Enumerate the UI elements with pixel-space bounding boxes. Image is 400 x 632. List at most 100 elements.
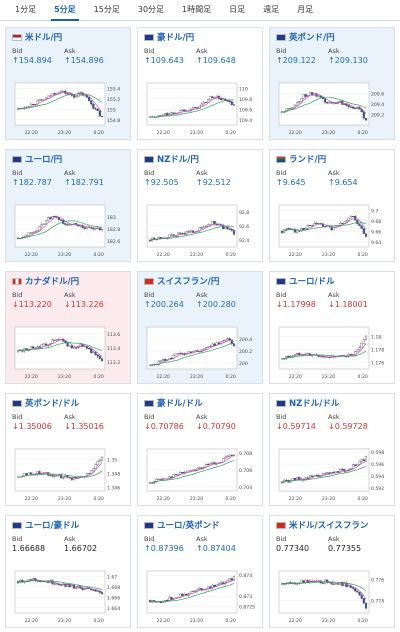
x-tick-label: 0:20 (226, 374, 236, 380)
bid-ask-values: ↑200.264 ↑200.280 (144, 299, 256, 310)
rate-card-2[interactable]: 英ポンド/円 Bid Ask ↑209.122 ↑209.130 209.6 209.4 20… (269, 27, 395, 140)
mini-chart[interactable]: 110 109.8 109.6 109.4 22:20 23:20 0:20 (145, 80, 257, 137)
flag-icon (276, 33, 286, 41)
mini-chart[interactable]: 183 182.8 182.6 22:20 23:20 0:20 (13, 202, 125, 259)
rate-card-1[interactable]: 豪ドル/円 Bid Ask ↑109.643 ↑109.648 110 109.8 109.6… (137, 27, 263, 140)
rate-card-13[interactable]: ユーロ/英ポンド Bid Ask ↑0.87396 ↑0.87404 0.874 0.873… (137, 515, 263, 628)
candle-body (100, 358, 104, 361)
rate-card-0[interactable]: 米ドル/円 Bid Ask ↑154.894 ↑154.896 155.4 155.2 155… (5, 27, 131, 140)
mini-chart[interactable]: 0.598 0.596 0.594 0.592 22:20 23:20 0:20 (277, 446, 389, 503)
ma-short-line (17, 91, 103, 113)
tab-7[interactable]: 月足 (297, 5, 314, 14)
rate-card-4[interactable]: NZドル/円 Bid Ask ↑92.505 ↑92.512 92.8 92.6 92.4 22… (137, 149, 263, 262)
mini-chart[interactable]: 9.7 9.68 9.66 9.64 22:20 23:20 0:20 (277, 202, 389, 259)
candle-body (213, 462, 216, 465)
currency-pair-name[interactable]: ランド/円 (289, 155, 327, 165)
currency-pair-name[interactable]: 豪ドル/円 (157, 33, 195, 43)
currency-pair-name[interactable]: ユーロ/ドル (289, 277, 335, 287)
candle-body (75, 347, 78, 349)
currency-pair-name[interactable]: ユーロ/英ポンド (157, 521, 220, 531)
candle-body (66, 93, 69, 95)
candle-body (88, 473, 91, 475)
y-tick-label: 183 (107, 215, 116, 221)
mini-chart[interactable]: 92.8 92.6 92.4 22:20 23:20 0:20 (145, 202, 257, 259)
candle-body (200, 467, 203, 469)
mini-chart[interactable]: 1.35 1.348 1.346 22:20 23:20 0:20 (13, 446, 125, 503)
tab-2[interactable]: 15分足 (93, 5, 120, 14)
bid-label: Bid (12, 169, 23, 177)
candle-body (358, 592, 361, 596)
mini-chart[interactable]: 209.6 209.4 209.2 22:20 23:20 0:20 (277, 80, 389, 137)
ask-label: Ask (196, 169, 208, 177)
currency-pair-name[interactable]: 英ポンド/ドル (25, 399, 80, 409)
candle-body (53, 475, 56, 477)
mini-chart[interactable]: 113.6 113.4 113.2 22:20 23:20 0:20 (13, 324, 125, 381)
candle-body (364, 602, 368, 609)
y-tick-label: 209.6 (371, 92, 384, 98)
candle-body (51, 216, 54, 220)
candle-body (44, 220, 48, 225)
mini-chart[interactable]: 1.67 1.668 1.666 1.664 22:20 23:20 0:20 (13, 568, 125, 625)
mini-chart[interactable]: 155.4 155.2 155 154.8 22:20 23:20 0:20 (13, 80, 125, 137)
bid-ask-values: ↓1.35006 ↓1.35016 (12, 421, 124, 432)
currency-pair-name[interactable]: 英ポンド/円 (289, 33, 335, 43)
candle-body (217, 342, 220, 345)
candle-body (192, 591, 195, 593)
currency-pair-name[interactable]: ユーロ/円 (25, 155, 63, 165)
candlestick-chart: 110 109.8 109.6 109.4 22:20 23:20 0:20 (146, 82, 252, 136)
ma-short-line (17, 339, 103, 357)
candle-body (341, 222, 344, 224)
currency-pair-name[interactable]: 豪ドル/ドル (157, 399, 203, 409)
bid-ask-labels: Bid Ask (276, 535, 388, 543)
candle-body (164, 359, 167, 361)
candlestick-chart: 209.6 209.4 209.2 22:20 23:20 0:20 (278, 82, 384, 136)
rate-card-10[interactable]: 豪ドル/ドル Bid Ask ↓0.70786 ↓0.70790 0.708 0.706 0.… (137, 393, 263, 506)
currency-pair-name[interactable]: 米ドル/スイスフラン (289, 521, 369, 531)
mini-chart[interactable]: 0.708 0.706 0.704 22:20 23:20 0:20 (145, 446, 257, 503)
tab-5[interactable]: 日足 (229, 5, 246, 14)
ask-label: Ask (64, 413, 76, 421)
arrow-up-icon: ↑ (328, 56, 335, 65)
y-tick-label: 209.4 (371, 102, 384, 108)
currency-pair-name[interactable]: カナダドル/円 (25, 277, 80, 287)
bid-value: ↓0.70786 (144, 422, 196, 431)
rate-card-6[interactable]: カナダドル/円 Bid Ask ↓113.220 ↓113.226 113.6 113.4 1… (5, 271, 131, 384)
rate-card-8[interactable]: ユーロ/ドル Bid Ask ↓1.17998 ↓1.18001 1.18 1.178 1.1… (269, 271, 395, 384)
y-tick-label: 209.2 (371, 113, 384, 119)
x-tick-label: 0:20 (358, 496, 368, 502)
currency-pair-name[interactable]: 米ドル/円 (25, 33, 63, 43)
candle-body (362, 598, 365, 604)
rate-card-5[interactable]: ランド/円 Bid Ask ↑9.645 ↑9.654 9.7 9.68 9.66 9.64 22… (269, 149, 395, 262)
candle-body (285, 228, 288, 230)
tab-1[interactable]: 5分足 (45, 0, 85, 21)
tab-0[interactable]: 1分足 (15, 5, 37, 14)
mini-chart[interactable]: 0.874 0.873 0.8725 22:20 23:20 0:20 (145, 568, 257, 625)
mini-chart[interactable]: 1.18 1.178 1.176 22:20 23:20 0:20 (277, 324, 389, 381)
candle-body (328, 102, 331, 104)
arrow-down-icon: ↓ (12, 300, 19, 309)
currency-pair-name[interactable]: スイスフラン/円 (157, 277, 220, 287)
candle-body (42, 223, 45, 225)
candle-body (88, 97, 91, 101)
candle-body (217, 583, 220, 585)
bid-ask-labels: Bid Ask (144, 47, 256, 55)
card-title: 米ドル/スイスフラン (276, 519, 388, 531)
rate-card-11[interactable]: NZドル/ドル Bid Ask ↓0.59714 ↓0.59728 0.598 0.596 0… (269, 393, 395, 506)
candle-body (364, 335, 368, 340)
rate-card-14[interactable]: 米ドル/スイスフラン Bid Ask 0.77340 0.77355 0.776 0.774… (269, 515, 395, 628)
rate-card-12[interactable]: ユーロ/豪ドル Bid Ask 1.66688 1.66702 1.67 1.668 1.66… (5, 515, 131, 628)
candle-body (23, 236, 26, 238)
currency-pair-name[interactable]: ユーロ/豪ドル (25, 521, 80, 531)
tab-3[interactable]: 30分足 (137, 5, 165, 14)
tab-4[interactable]: 1時間足 (182, 5, 212, 14)
rate-card-9[interactable]: 英ポンド/ドル Bid Ask ↓1.35006 ↓1.35016 1.35 1.348 1.… (5, 393, 131, 506)
mini-chart[interactable]: 0.776 0.774 22:20 23:20 0:20 (277, 568, 389, 625)
tab-6[interactable]: 週足 (263, 5, 280, 14)
rate-card-7[interactable]: スイスフラン/円 Bid Ask ↑200.264 ↑200.280 200.4 200.2… (137, 271, 263, 384)
y-tick-label: 109.4 (239, 118, 252, 124)
currency-pair-name[interactable]: NZドル/ドル (289, 399, 340, 409)
mini-chart[interactable]: 200.4 200.2 200 22:20 23:20 0:20 (145, 324, 257, 381)
currency-pair-name[interactable]: NZドル/円 (157, 155, 199, 165)
rate-card-3[interactable]: ユーロ/円 Bid Ask ↑182.787 ↑182.791 183 182.8 182.6… (5, 149, 131, 262)
candle-body (53, 583, 56, 585)
